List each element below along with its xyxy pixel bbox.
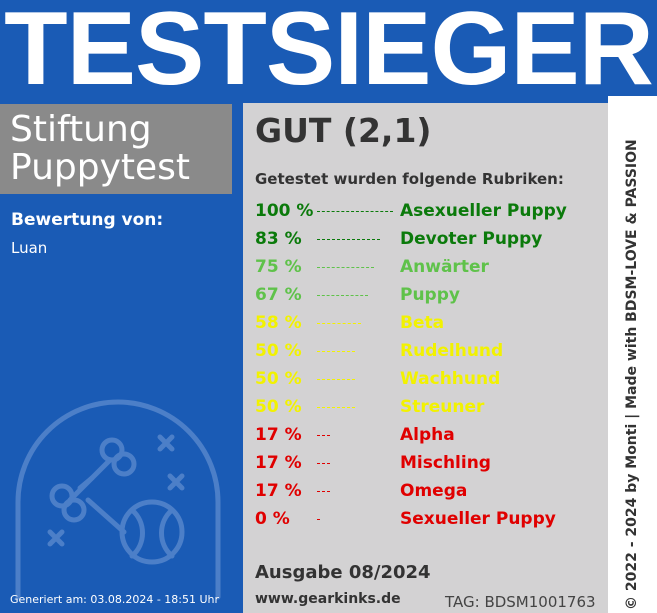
organization-line-1: Stiftung <box>10 109 152 150</box>
category-dots <box>317 491 330 492</box>
category-percent: 100 % <box>255 201 314 221</box>
category-percent: 67 % <box>255 285 302 305</box>
side-strip <box>608 96 657 613</box>
category-percent: 17 % <box>255 453 302 473</box>
category-name: Wachhund <box>400 369 501 389</box>
category-row: 83 % Devoter Puppy <box>255 227 605 255</box>
rated-by-name: Luan <box>11 239 48 257</box>
category-dots <box>317 323 361 324</box>
overall-grade: GUT (2,1) <box>255 111 432 150</box>
category-percent: 0 % <box>255 509 290 529</box>
categories-intro: Getestet wurden folgende Rubriken: <box>255 170 564 188</box>
category-percent: 75 % <box>255 257 302 277</box>
category-row: 17 % Alpha <box>255 423 605 451</box>
category-name: Asexueller Puppy <box>400 201 567 221</box>
category-name: Puppy <box>400 285 460 305</box>
category-percent: 50 % <box>255 397 302 417</box>
category-name: Mischling <box>400 453 491 473</box>
category-dots <box>317 463 330 464</box>
category-dots <box>317 435 330 436</box>
category-percent: 17 % <box>255 425 302 445</box>
website-link[interactable]: www.gearkinks.de <box>255 591 401 607</box>
category-name: Anwärter <box>400 257 489 277</box>
category-name: Beta <box>400 313 445 333</box>
category-list: 100 % Asexueller Puppy 83 % Devoter Puppy 75… <box>255 199 605 535</box>
category-dots <box>317 211 393 212</box>
category-percent: 17 % <box>255 481 302 501</box>
bone-and-ball-emblem-icon <box>15 399 221 600</box>
category-row: 17 % Omega <box>255 479 605 507</box>
copyright-vertical: © 2022 - 2024 by Monti | Made with BDSM-… <box>624 139 640 610</box>
results-panel: GUT (2,1) Getestet wurden folgende Rubri… <box>243 103 608 613</box>
category-row: 50 % Streuner <box>255 395 605 423</box>
tag-id: TAG: BDSM1001763 <box>445 593 596 611</box>
category-row: 58 % Beta <box>255 311 605 339</box>
category-row: 100 % Asexueller Puppy <box>255 199 605 227</box>
category-row: 50 % Rudelhund <box>255 339 605 367</box>
category-dots <box>317 267 374 268</box>
category-row: 50 % Wachhund <box>255 367 605 395</box>
category-name: Rudelhund <box>400 341 504 361</box>
organization-line-2: Puppytest <box>10 147 191 188</box>
header-banner: TESTSIEGER <box>0 0 657 104</box>
category-dots <box>317 407 355 408</box>
category-dots <box>317 239 380 240</box>
category-percent: 50 % <box>255 341 302 361</box>
left-column: Stiftung Puppytest Bewertung von: Luan <box>0 96 243 613</box>
category-percent: 58 % <box>255 313 302 333</box>
rated-by-label: Bewertung von: <box>11 210 164 230</box>
category-percent: 50 % <box>255 369 302 389</box>
generated-date: Generiert am: 03.08.2024 - 18:51 Uhr <box>10 593 220 606</box>
category-percent: 83 % <box>255 229 302 249</box>
category-dots <box>317 351 355 352</box>
category-dots <box>317 379 355 380</box>
category-name: Omega <box>400 481 468 501</box>
category-row: 67 % Puppy <box>255 283 605 311</box>
category-name: Alpha <box>400 425 455 445</box>
organization-box: Stiftung Puppytest <box>0 104 232 194</box>
category-name: Devoter Puppy <box>400 229 543 249</box>
category-row: 75 % Anwärter <box>255 255 605 283</box>
issue-label: Ausgabe 08/2024 <box>255 562 431 583</box>
category-name: Sexueller Puppy <box>400 509 556 529</box>
category-name: Streuner <box>400 397 485 417</box>
category-row: 17 % Mischling <box>255 451 605 479</box>
category-dots <box>317 295 368 296</box>
header-title: TESTSIEGER <box>4 0 654 107</box>
category-row: 0 % Sexueller Puppy <box>255 507 605 535</box>
category-dots <box>317 519 320 520</box>
